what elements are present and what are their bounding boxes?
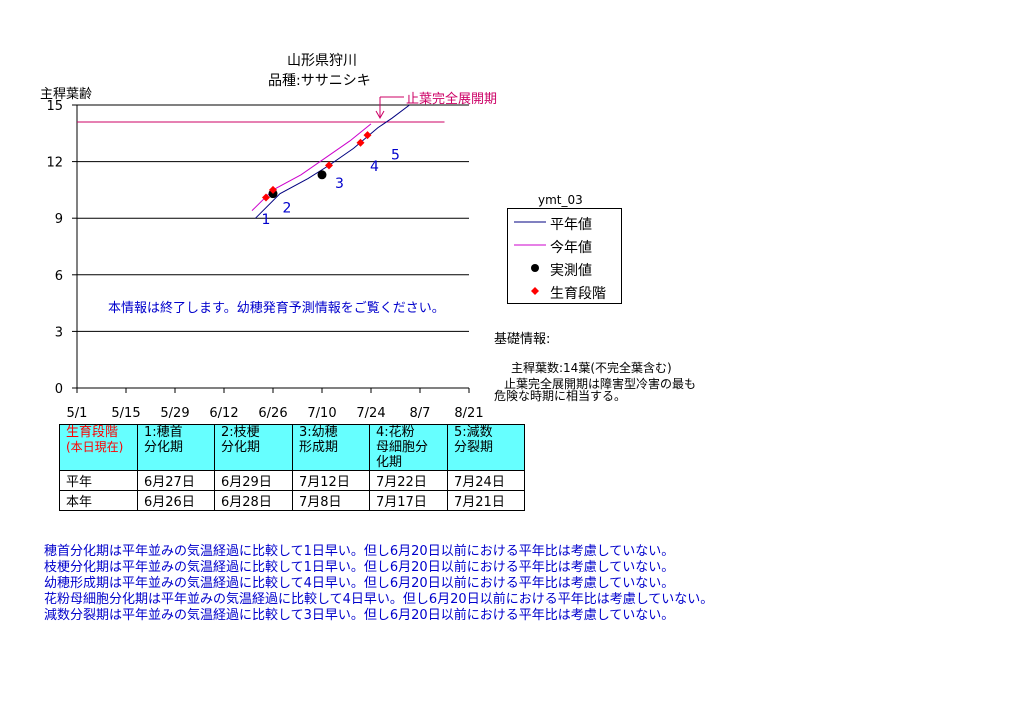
stage-table: 生育段階 (本日現在) 1:穂首 分化期 2:枝梗 分化期 3:幼穂 形成期 4… — [59, 424, 525, 511]
legend-item-current: 今年値 — [508, 234, 621, 257]
stage-header-5-line2: 分裂期 — [454, 440, 494, 455]
stage-header-3-line2: 形成期 — [299, 440, 339, 455]
x-tick-label-3: 6/12 — [209, 406, 238, 421]
x-tick-label-1: 5/15 — [111, 406, 140, 421]
legend-title: ymt_03 — [538, 193, 583, 207]
current-date-2: 6月28日 — [214, 490, 293, 511]
stage-header-5: 5:減数 分裂期 — [447, 424, 525, 471]
stage-point-1 — [269, 185, 277, 194]
current-date-5: 7月21日 — [447, 490, 525, 511]
normal-date-2: 6月29日 — [214, 470, 293, 491]
corner-sublabel: (本日現在) — [66, 440, 124, 454]
y-tick-label-15: 15 — [46, 99, 63, 114]
stage-header-1-line1: 1:穂首 — [144, 425, 183, 440]
stage-table-header-row: 生育段階 (本日現在) 1:穂首 分化期 2:枝梗 分化期 3:幼穂 形成期 4… — [59, 424, 525, 471]
stage-header-4-line1: 4:花粉 — [376, 425, 415, 440]
stage-header-3-line1: 3:幼穂 — [299, 425, 338, 440]
normal-date-3: 7月12日 — [292, 470, 370, 491]
x-tick-label-7: 8/7 — [410, 406, 431, 421]
stage-header-2-line1: 2:枝梗 — [221, 425, 260, 440]
stage-header-4-line2: 母細胞分 — [376, 440, 429, 455]
legend-item-normal: 平年値 — [508, 211, 621, 234]
legend-line-current-icon — [514, 244, 546, 246]
series-line-0 — [255, 104, 410, 219]
chart-subtitle: 品種:ササニシキ — [268, 73, 371, 89]
legend-line-normal-icon — [514, 221, 546, 223]
stage-header-4: 4:花粉 母細胞分 化期 — [369, 424, 448, 471]
threshold-arrow-head — [375, 110, 385, 120]
x-tick-label-8: 8/21 — [454, 406, 483, 421]
stage-label-5: 5 — [391, 148, 400, 164]
y-tick-label-6: 6 — [55, 269, 63, 284]
x-tick-label-2: 5/29 — [160, 406, 189, 421]
legend-label-current: 今年値 — [550, 240, 592, 256]
basic-info-line1: 主稈葉数:14葉(不完全葉含む) — [511, 361, 672, 375]
notice-text: 本情報は終了します。幼穂発育予測情報をご覧ください。 — [108, 301, 445, 316]
y-tick-label-3: 3 — [55, 325, 63, 340]
y-tick-label-0: 0 — [55, 382, 63, 397]
stage-header-5-line1: 5:減数 — [454, 425, 493, 440]
stage-point-3 — [356, 138, 365, 147]
stage-table-row-current: 本年 6月26日 6月28日 7月8日 7月17日 7月21日 — [59, 490, 525, 511]
legend-label-normal: 平年値 — [550, 217, 592, 233]
x-tick-label-0: 5/1 — [67, 406, 88, 421]
legend-item-stage: 生育段階 — [508, 280, 621, 303]
x-tick-label-4: 6/26 — [258, 406, 287, 421]
basic-info-line3: 危険な時期に相当する。 — [494, 389, 627, 403]
basic-info-heading: 基礎情報: — [494, 332, 551, 347]
current-date-4: 7月17日 — [369, 490, 448, 511]
legend: 平年値 今年値 実測値 生育段階 — [507, 208, 622, 304]
x-tick-label-5: 7/10 — [307, 406, 336, 421]
observed-point-1 — [317, 170, 327, 180]
stage-header-2: 2:枝梗 分化期 — [214, 424, 293, 471]
stage-header-2-line2: 分化期 — [221, 440, 261, 455]
stage-table-corner: 生育段階 (本日現在) — [59, 424, 138, 471]
stage-header-1: 1:穂首 分化期 — [137, 424, 215, 471]
threshold-label: 止葉完全展開期 — [406, 92, 498, 107]
stage-label-3: 3 — [335, 176, 344, 192]
current-date-3: 7月8日 — [292, 490, 370, 511]
note-line-2: 枝梗分化期は平年並みの気温経過に比較して1日早い。但し6月20日以前における平年… — [44, 560, 675, 575]
y-tick-label-12: 12 — [46, 156, 63, 171]
legend-label-stage: 生育段階 — [550, 286, 606, 302]
note-line-5: 減数分裂期は平年並みの気温経過に比較して3日早い。但し6月20日以前における平年… — [44, 608, 675, 623]
series-line-1 — [251, 123, 372, 212]
stage-header-4-line3: 化期 — [376, 455, 403, 470]
corner-label: 生育段階 — [66, 425, 119, 440]
legend-item-observed: 実測値 — [508, 257, 621, 280]
stage-label-1: 1 — [262, 212, 271, 228]
stage-label-4: 4 — [370, 159, 379, 175]
stage-header-3: 3:幼穂 形成期 — [292, 424, 370, 471]
stage-point-2 — [325, 161, 333, 170]
basic-info-line2: 止葉完全展開期は障害型冷害の最も — [504, 377, 697, 391]
note-line-1: 穂首分化期は平年並みの気温経過に比較して1日早い。但し6月20日以前における平年… — [44, 544, 675, 559]
normal-date-5: 7月24日 — [447, 470, 525, 491]
note-line-3: 幼穂形成期は平年並みの気温経過に比較して4日早い。但し6月20日以前における平年… — [44, 576, 675, 591]
row-label-current: 本年 — [59, 490, 138, 511]
legend-dot-icon — [531, 264, 539, 272]
normal-date-1: 6月27日 — [137, 470, 215, 491]
x-tick-label-6: 7/24 — [356, 406, 385, 421]
legend-diamond-icon — [531, 287, 539, 295]
y-axis-label: 主稈葉齢 — [40, 87, 93, 102]
normal-date-4: 7月22日 — [369, 470, 448, 491]
y-tick-label-9: 9 — [55, 212, 63, 227]
stage-header-1-line2: 分化期 — [144, 440, 184, 455]
chart-title: 山形県狩川 — [287, 53, 357, 69]
stage-table-row-normal: 平年 6月27日 6月29日 7月12日 7月22日 7月24日 — [59, 470, 525, 491]
note-line-4: 花粉母細胞分化期は平年並みの気温経過に比較して4日早い。但し6月20日以前におけ… — [44, 592, 714, 607]
stage-point-4 — [363, 131, 372, 140]
stage-point-0 — [262, 193, 270, 202]
stage-label-2: 2 — [283, 201, 292, 217]
row-label-normal: 平年 — [59, 470, 138, 491]
legend-label-observed: 実測値 — [550, 263, 592, 279]
current-date-1: 6月26日 — [137, 490, 215, 511]
